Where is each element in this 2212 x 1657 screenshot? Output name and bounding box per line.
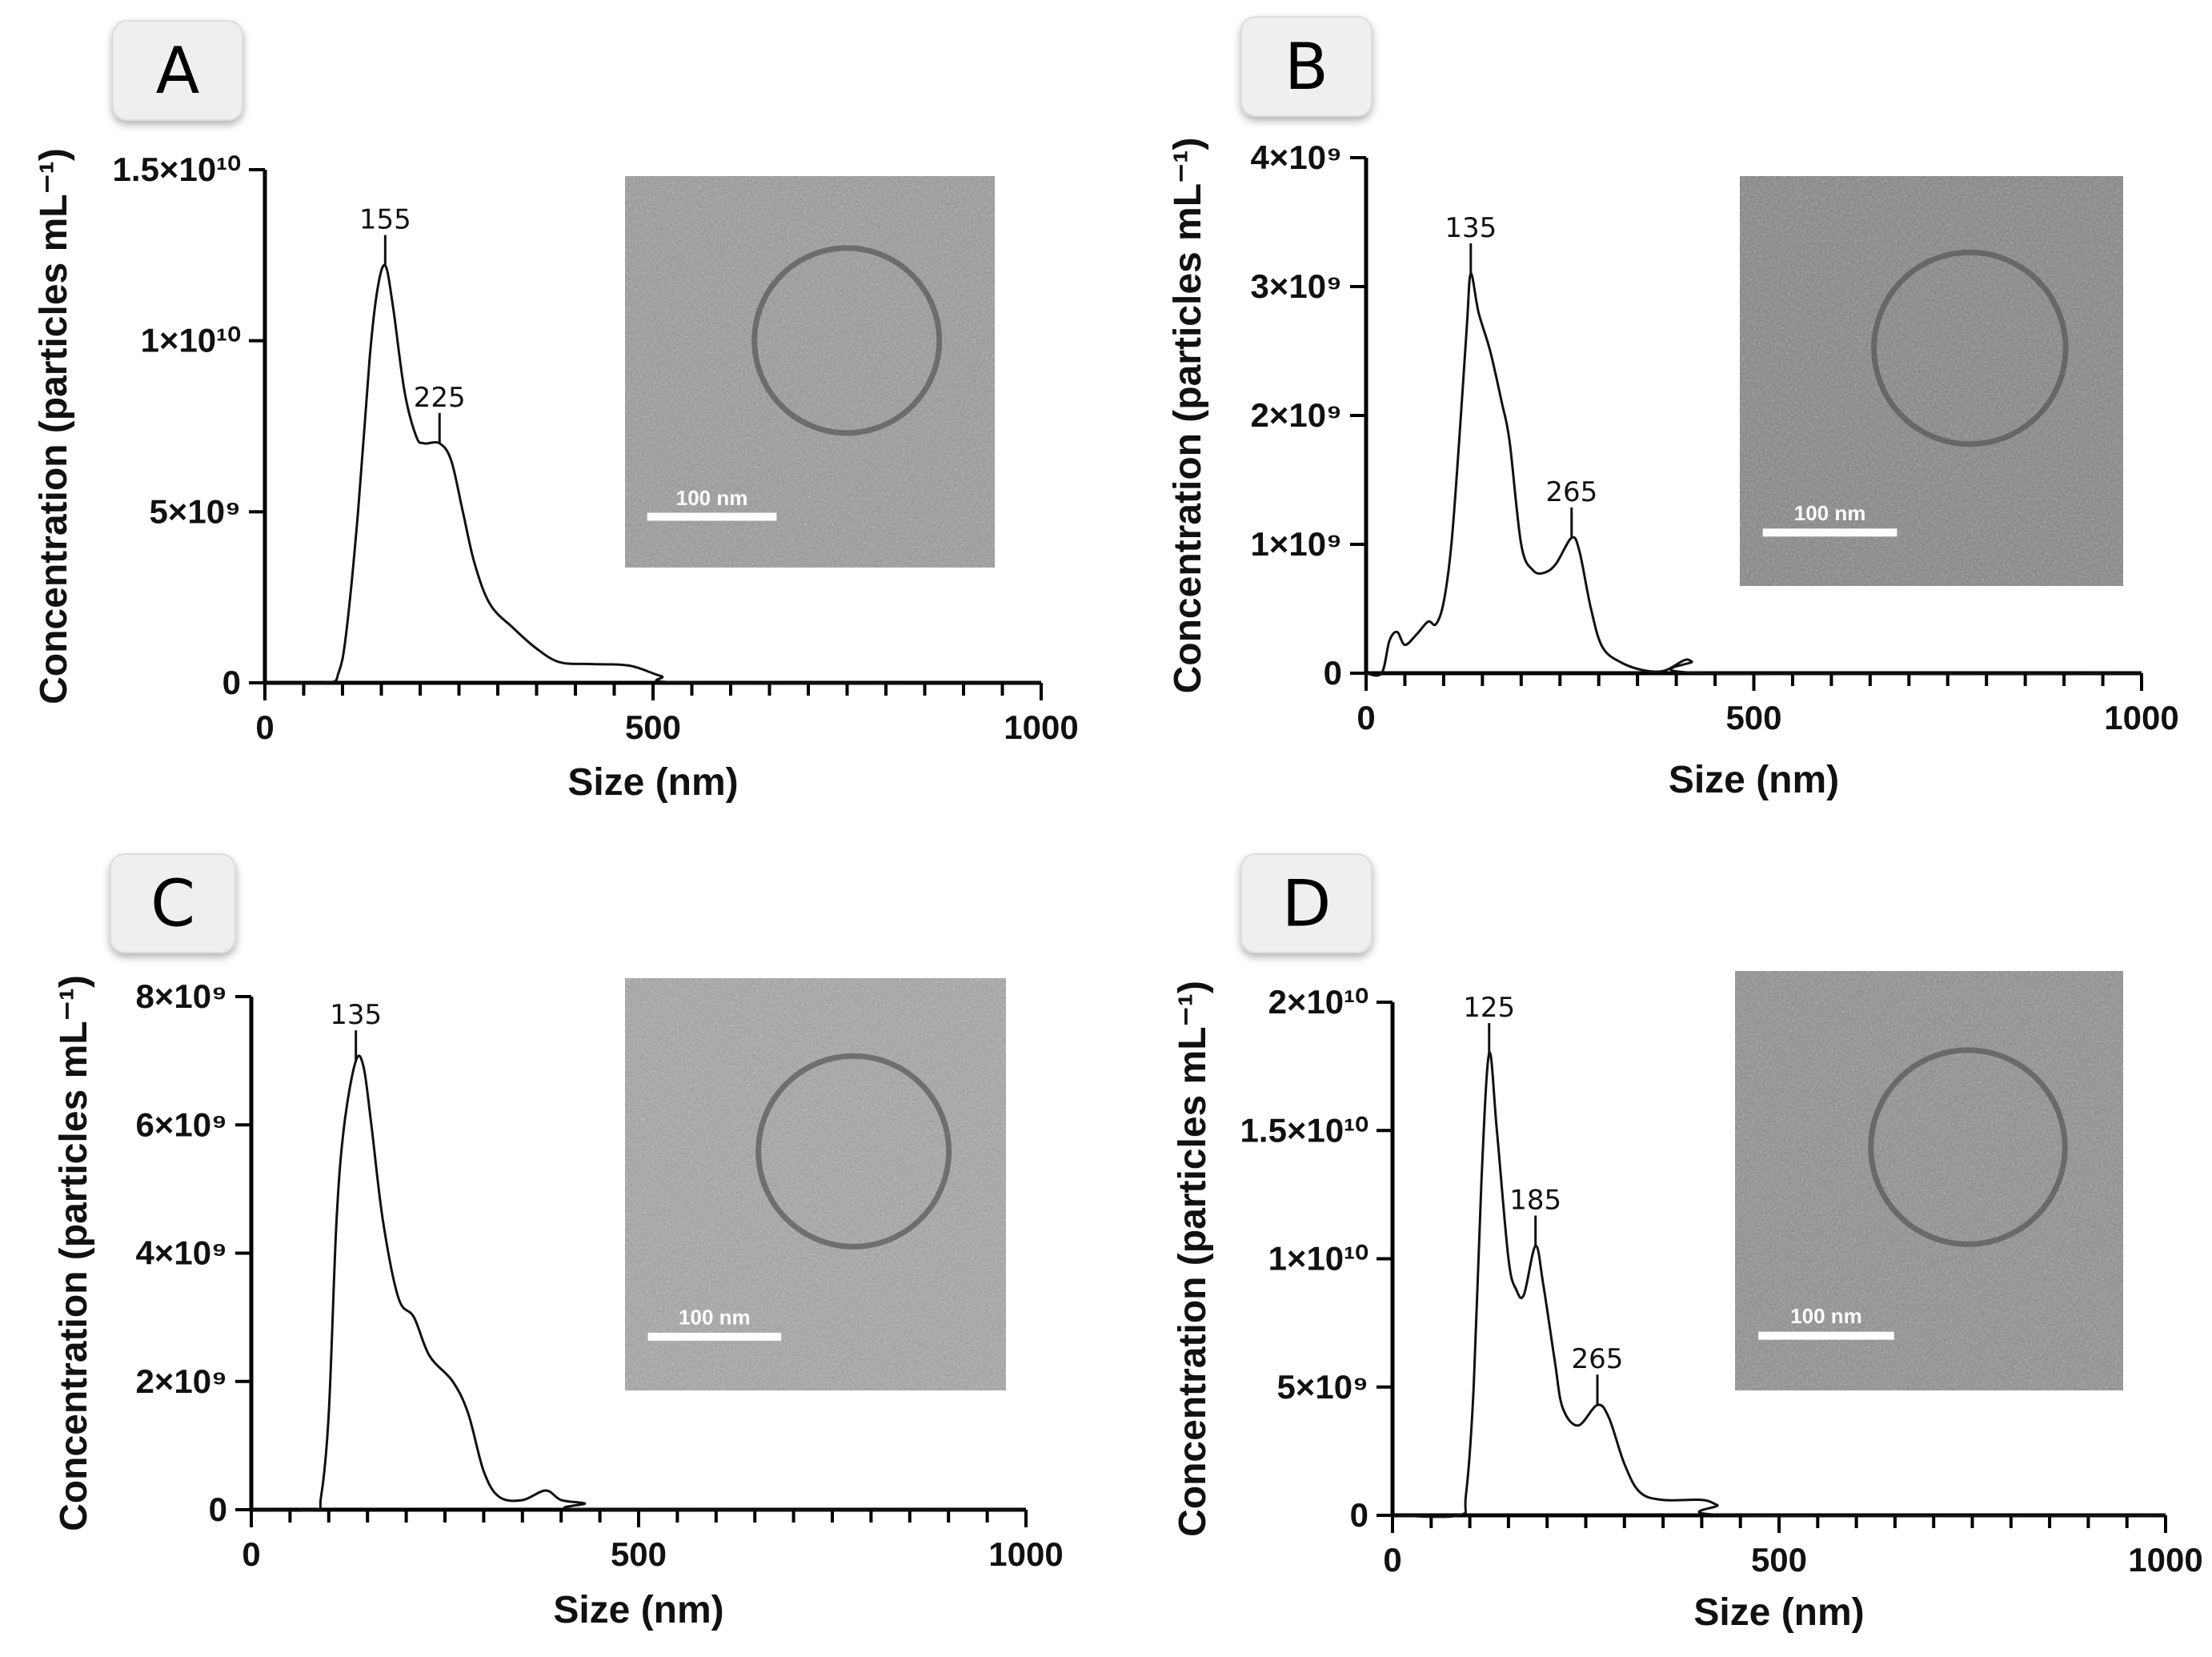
panel-label-box bbox=[1240, 853, 1372, 953]
x-axis-label: Size (nm) bbox=[1693, 1591, 1864, 1634]
x-tick-label: 1000 bbox=[2128, 1541, 2202, 1579]
y-tick-label: 1×10⁹ bbox=[1250, 525, 1342, 563]
peak-label: 265 bbox=[1545, 476, 1597, 508]
peak-label: 135 bbox=[1445, 212, 1497, 244]
x-tick-label: 1000 bbox=[1004, 708, 1078, 746]
size-distribution-curve bbox=[250, 1054, 1027, 1512]
panel-b: B 100 nm 0 500 1000 0 1×10⁹ 2×10⁹ 3×10⁹ 4×10⁹ Size… bbox=[1167, 16, 2179, 801]
y-tick-label: 3×10⁹ bbox=[1250, 267, 1342, 305]
panel-d: D 100 nm 0 500 1000 0 5×10⁹ 1×10¹⁰ 1.5×10¹⁰ 2×10¹… bbox=[1172, 853, 2203, 1634]
panel-label: D bbox=[1282, 867, 1332, 941]
y-tick-label: 1.5×10¹⁰ bbox=[1240, 1111, 1369, 1149]
cryo-em-inset-image: 100 nm bbox=[1735, 971, 2123, 1390]
panel-c: C 100 nm 0 500 1000 0 2×10⁹ 4×10⁹ 6×10⁹ 8×10⁹ Size… bbox=[53, 853, 1064, 1631]
size-distribution-curve bbox=[1365, 272, 2142, 677]
panel-a: A 100 nm 0 500 1000 0 5×10⁹ 1×10¹⁰ 1.5×10¹⁰ Size … bbox=[33, 20, 1079, 804]
x-tick-label: 500 bbox=[1751, 1541, 1807, 1579]
panel-label: A bbox=[156, 34, 200, 108]
scale-bar bbox=[1762, 528, 1897, 537]
scale-bar bbox=[1758, 1331, 1894, 1340]
size-distribution-curve bbox=[264, 263, 1042, 685]
scale-bar-label: 100 nm bbox=[1794, 501, 1866, 525]
peak-label: 225 bbox=[414, 382, 466, 414]
vesicle-membrane bbox=[1868, 1047, 2068, 1247]
panel-label: C bbox=[150, 867, 195, 941]
peak-label: 125 bbox=[1463, 992, 1515, 1024]
scale-bar bbox=[647, 1332, 782, 1341]
vesicle-membrane bbox=[751, 245, 943, 436]
y-tick-label: 2×10⁹ bbox=[135, 1362, 227, 1400]
y-tick-label: 4×10⁹ bbox=[135, 1234, 227, 1272]
x-tick-label: 500 bbox=[625, 708, 681, 746]
x-tick-label: 0 bbox=[242, 1535, 260, 1573]
y-tick-label: 2×10⁹ bbox=[1250, 396, 1342, 434]
panel-label: B bbox=[1284, 30, 1328, 104]
cryo-em-inset-image: 100 nm bbox=[1740, 176, 2123, 586]
x-tick-label: 1000 bbox=[2104, 699, 2178, 736]
x-axis-label: Size (nm) bbox=[1669, 759, 1839, 801]
y-tick-label: 0 bbox=[1324, 654, 1342, 692]
x-axis-label: Size (nm) bbox=[553, 1589, 723, 1631]
x-tick-label: 0 bbox=[255, 708, 274, 746]
x-tick-label: 0 bbox=[1383, 1541, 1401, 1579]
y-tick-label: 1.5×10¹⁰ bbox=[113, 150, 242, 188]
panel-label-box bbox=[110, 853, 236, 953]
y-tick-label: 4×10⁹ bbox=[1250, 138, 1342, 176]
scale-bar bbox=[647, 512, 777, 521]
y-tick-label: 6×10⁹ bbox=[135, 1105, 227, 1143]
panel-label-box bbox=[112, 20, 243, 121]
y-tick-label: 1×10¹⁰ bbox=[1268, 1240, 1369, 1278]
y-tick-label: 0 bbox=[1350, 1496, 1368, 1534]
scale-bar-label: 100 nm bbox=[1790, 1304, 1862, 1328]
x-tick-label: 500 bbox=[611, 1535, 667, 1573]
size-distribution-curve bbox=[1392, 1051, 2166, 1519]
y-tick-label: 2×10¹⁰ bbox=[1268, 983, 1369, 1021]
y-tick-label: 0 bbox=[222, 664, 241, 701]
peak-label: 155 bbox=[359, 204, 411, 236]
panel-label-box bbox=[1240, 16, 1372, 117]
peak-label: 265 bbox=[1572, 1343, 1624, 1375]
y-tick-label: 5×10⁹ bbox=[1276, 1368, 1368, 1406]
y-axis-label: Concentration (particles mL⁻¹) bbox=[1172, 981, 1214, 1537]
y-tick-label: 8×10⁹ bbox=[135, 977, 227, 1015]
peak-label: 185 bbox=[1509, 1184, 1561, 1216]
cryo-em-inset-image: 100 nm bbox=[625, 176, 995, 568]
y-axis-label: Concentration (particles mL⁻¹) bbox=[1167, 138, 1209, 694]
y-tick-label: 0 bbox=[209, 1490, 227, 1528]
y-tick-label: 5×10⁹ bbox=[149, 492, 241, 530]
vesicle-membrane bbox=[1871, 249, 2069, 447]
scale-bar-label: 100 nm bbox=[679, 1306, 751, 1330]
x-tick-label: 1000 bbox=[988, 1535, 1063, 1573]
x-tick-label: 500 bbox=[1725, 699, 1781, 736]
x-axis-label: Size (nm) bbox=[567, 761, 738, 804]
y-axis-label: Concentration (particles mL⁻¹) bbox=[53, 975, 95, 1531]
y-axis-label: Concentration (particles mL⁻¹) bbox=[33, 148, 75, 704]
peak-label: 135 bbox=[330, 999, 382, 1031]
scale-bar-label: 100 nm bbox=[676, 486, 748, 510]
x-tick-label: 0 bbox=[1356, 699, 1375, 736]
cryo-em-inset-image: 100 nm bbox=[625, 978, 1006, 1390]
y-tick-label: 1×10¹⁰ bbox=[141, 322, 242, 359]
vesicle-membrane bbox=[755, 1053, 952, 1250]
